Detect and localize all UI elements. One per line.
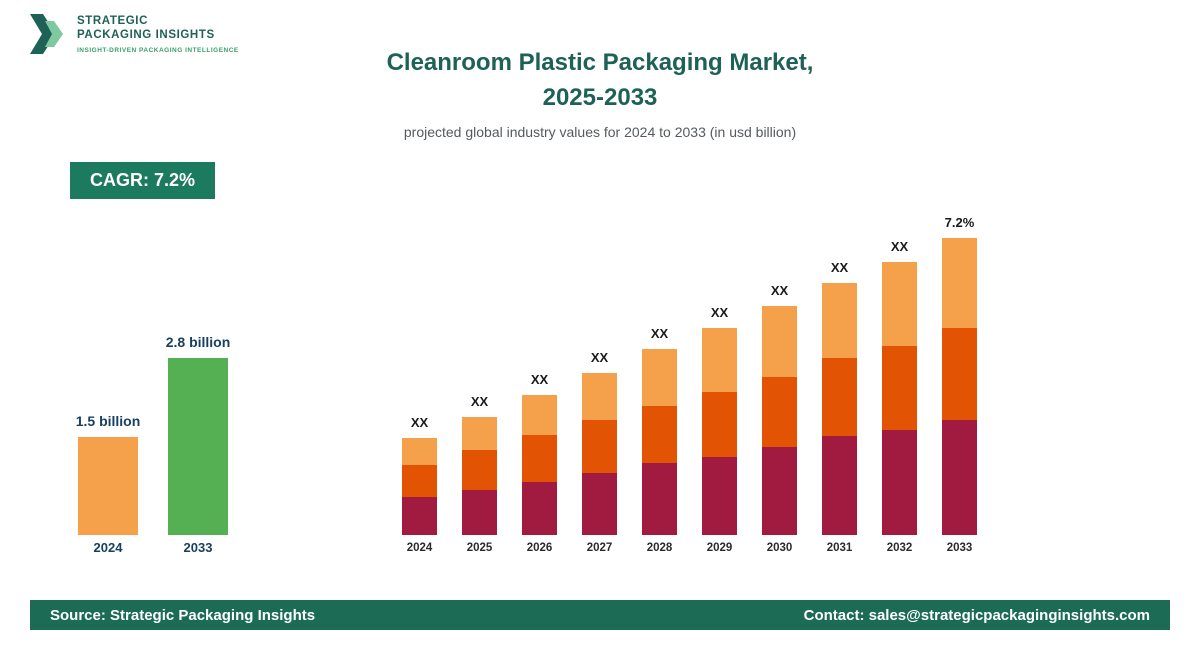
mini-bar-year-label: 2024: [93, 540, 123, 555]
mini-chart: 1.5 billion 2024 2.8 billion 2033: [75, 334, 231, 555]
bar-year-label: 2025: [466, 542, 493, 554]
middle-segment: [642, 406, 677, 463]
middle-segment: [882, 346, 917, 430]
page-title-line1: Cleanroom Plastic Packaging Market,: [386, 49, 814, 76]
stacked-bar: [402, 438, 437, 535]
mini-bar-value-label: 2.8 billion: [165, 334, 231, 350]
middle-segment: [402, 465, 437, 497]
stacked-bar-column: XX 2032: [882, 239, 917, 555]
header-titles: Cleanroom Plastic Packaging Market, 2025…: [0, 46, 1200, 140]
bar-year-label: 2030: [766, 542, 793, 554]
stacked-bar: [702, 328, 737, 535]
bar-year-label: 2029: [706, 542, 733, 554]
top-segment: [882, 262, 917, 346]
top-segment: [522, 395, 557, 435]
mini-bar-year-label: 2033: [183, 540, 213, 555]
bar-year-label: 2031: [826, 542, 853, 554]
stacked-bar: [762, 306, 797, 535]
brand-name-line2: PACKAGING INSIGHTS: [77, 29, 215, 42]
bottom-segment: [702, 457, 737, 535]
stacked-bar: [822, 283, 857, 535]
bar-year-label: 2028: [646, 542, 673, 554]
footer-contact: Contact: sales@strategicpackaginginsight…: [803, 606, 1150, 624]
top-segment: [702, 328, 737, 392]
bottom-segment: [762, 447, 797, 535]
middle-segment: [582, 420, 617, 473]
page-title-line2: 2025-2033: [542, 83, 658, 111]
stacked-bar-column: XX 2024: [402, 415, 437, 555]
middle-segment: [462, 450, 497, 490]
stacked-bar-column: XX 2029: [702, 305, 737, 555]
bottom-segment: [942, 420, 977, 535]
brand-logo-text: STRATEGIC PACKAGING INSIGHTS INSIGHT-DRI…: [77, 14, 239, 54]
stacked-bar: [582, 373, 617, 535]
stacked-bar: [522, 395, 557, 535]
bar-value-label: XX: [890, 239, 909, 254]
stacked-bar: [462, 417, 497, 535]
footer-source: Source: Strategic Packaging Insights: [50, 606, 316, 624]
stacked-bar-column: XX 2031: [822, 260, 857, 555]
mini-bar: [78, 437, 138, 535]
middle-segment: [702, 392, 737, 457]
top-segment: [642, 349, 677, 406]
stacked-bar-column: XX 2025: [462, 394, 497, 555]
top-segment: [582, 373, 617, 420]
top-segment: [462, 417, 497, 450]
page-subtitle: projected global industry values for 202…: [403, 123, 797, 140]
bar-value-label: 7.2%: [944, 215, 975, 230]
middle-segment: [522, 435, 557, 482]
stacked-bar-column: XX 2028: [642, 326, 677, 555]
brand-logo: STRATEGIC PACKAGING INSIGHTS INSIGHT-DRI…: [30, 14, 239, 59]
bar-year-label: 2027: [586, 542, 613, 554]
stacked-bar-column: 7.2% 2033: [942, 215, 977, 555]
bar-value-label: XX: [710, 305, 729, 320]
bar-year-label: 2032: [886, 542, 913, 554]
bottom-segment: [882, 430, 917, 535]
bar-value-label: XX: [530, 372, 549, 387]
stacked-bar: [642, 349, 677, 535]
bar-value-label: XX: [770, 283, 789, 298]
bar-year-label: 2024: [406, 542, 433, 554]
stacked-bar-column: XX 2026: [522, 372, 557, 555]
bottom-segment: [582, 473, 617, 535]
chevron-arrow-icon: [30, 14, 68, 59]
middle-segment: [822, 358, 857, 436]
stacked-bar-column: XX 2030: [762, 283, 797, 555]
middle-segment: [762, 377, 797, 447]
bottom-segment: [642, 463, 677, 535]
brand-name-line1: STRATEGIC: [77, 15, 148, 27]
bottom-segment: [522, 482, 557, 535]
stacked-bar: [882, 262, 917, 535]
middle-segment: [942, 328, 977, 420]
bar-value-label: XX: [470, 394, 489, 409]
bottom-segment: [402, 497, 437, 535]
top-segment: [402, 438, 437, 465]
bottom-segment: [822, 436, 857, 535]
bar-value-label: XX: [830, 260, 849, 275]
cagr-badge: CAGR: 7.2%: [70, 162, 216, 199]
top-segment: [822, 283, 857, 358]
stacked-bar: [942, 238, 977, 535]
mini-bar: [168, 358, 228, 535]
bar-year-label: 2033: [946, 542, 973, 554]
stacked-bar-column: XX 2027: [582, 350, 617, 555]
footer-bar: Source: Strategic Packaging Insights Con…: [30, 600, 1170, 630]
mini-bar-value-label: 1.5 billion: [75, 413, 141, 429]
bar-year-label: 2026: [526, 542, 553, 554]
mini-bar-column: 2.8 billion 2033: [165, 334, 231, 555]
bottom-segment: [462, 490, 497, 535]
bar-value-label: XX: [650, 326, 669, 341]
brand-tagline: INSIGHT-DRIVEN PACKAGING INTELLIGENCE: [77, 46, 239, 54]
mini-bar-column: 1.5 billion 2024: [75, 413, 141, 555]
bar-value-label: XX: [410, 415, 429, 430]
main-stacked-chart: XX 2024 XX 2025 XX 2026 XX 2027 XX 2028 XX 2029 XX 20…: [402, 215, 977, 555]
top-segment: [762, 306, 797, 377]
bar-value-label: XX: [590, 350, 609, 365]
top-segment: [942, 238, 977, 328]
